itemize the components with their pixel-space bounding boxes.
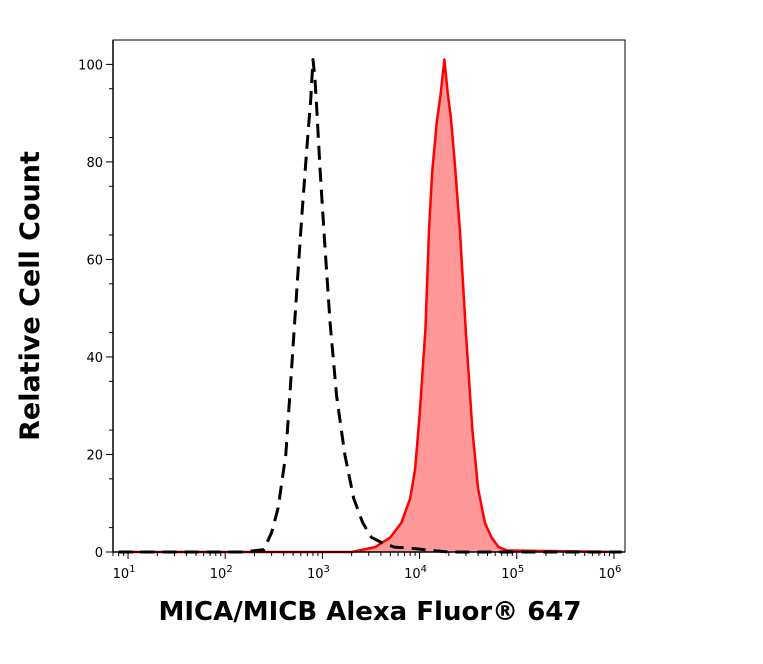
y-tick-label: 20 (86, 448, 103, 463)
y-tick-label: 100 (78, 58, 103, 73)
x-tick-label: 104 (404, 564, 427, 582)
x-tick-label: 106 (598, 564, 621, 582)
y-axis: 0 20 40 60 80 100 (78, 58, 113, 561)
x-tick-label: 103 (307, 564, 330, 582)
series-layer (118, 58, 622, 554)
plot-frame (112, 39, 626, 553)
y-tick-label: 60 (86, 253, 103, 268)
x-axis: 101 102 103 104 105 106 (112, 552, 621, 582)
x-tick-label: 105 (501, 564, 524, 582)
x-tick-label: 102 (210, 564, 233, 582)
y-tick-label: 40 (86, 351, 103, 366)
series-1-line (118, 58, 622, 554)
x-tick-label: 101 (113, 564, 136, 582)
x-axis-title: MICA/MICB Alexa Fluor® 647 (159, 597, 582, 627)
y-axis-title: Relative Cell Count (15, 151, 46, 441)
y-tick-label: 80 (86, 156, 103, 171)
y-tick-label: 0 (95, 546, 103, 561)
